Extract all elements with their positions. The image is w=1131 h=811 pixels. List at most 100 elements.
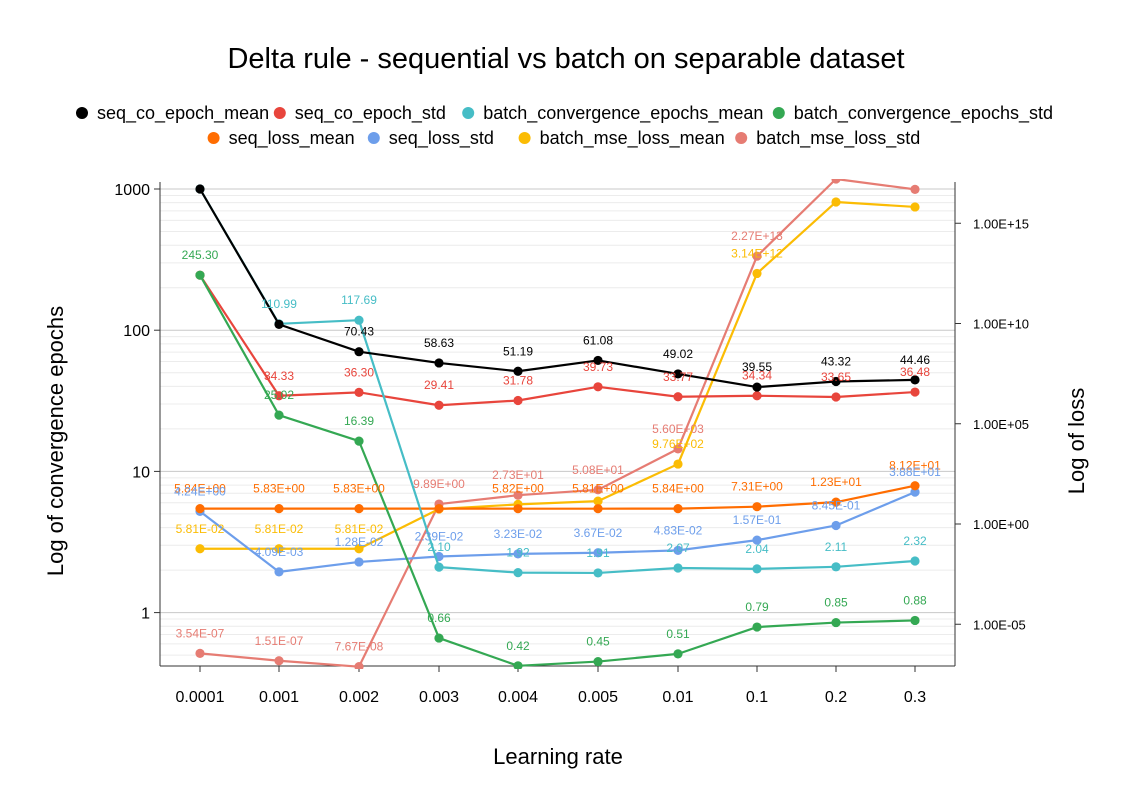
y2-axis-title: Log of loss (1064, 388, 1089, 494)
series-line (199, 484, 916, 510)
legend-item-seq_loss_mean: seq_loss_mean (207, 128, 355, 149)
data-label: 5.81E-02 (335, 522, 384, 536)
y2-tick-label: 1.00E+00 (973, 517, 1029, 532)
data-label: 2.27E+13 (731, 229, 783, 243)
legend-marker (367, 132, 380, 144)
data-label: 2.07 (666, 541, 690, 555)
data-label: 8.12E+01 (889, 459, 941, 473)
x-tick-label: 0.004 (498, 689, 538, 706)
data-label: 0.88 (903, 593, 927, 607)
data-label: 7.31E+00 (731, 480, 783, 494)
data-point (274, 319, 284, 329)
data-point (831, 376, 841, 387)
data-label: 5.84E+00 (652, 482, 704, 496)
series-seq_co_epoch_std (195, 270, 920, 410)
series-seq_loss_mean (195, 481, 920, 514)
data-label: 5.84E+00 (174, 482, 226, 496)
legend-label: batch_mse_loss_mean (540, 128, 725, 149)
data-point (513, 395, 523, 406)
x-tick-label: 0.001 (259, 689, 299, 706)
data-point (195, 270, 205, 280)
data-point (910, 481, 920, 491)
data-point (831, 392, 841, 402)
legend-label: seq_co_epoch_mean (97, 103, 269, 124)
data-label: 0.51 (666, 627, 690, 641)
data-point (752, 391, 762, 401)
x-tick-label: 0.002 (339, 689, 379, 706)
data-label: 5.82E+00 (492, 482, 544, 496)
data-point (195, 544, 205, 554)
legend-marker (518, 132, 531, 144)
data-label: 9.76E+02 (652, 437, 704, 451)
data-point (513, 567, 523, 578)
data-point (354, 315, 364, 325)
data-point (274, 504, 284, 514)
x-tick-label: 0.3 (904, 689, 926, 706)
data-label: 29.41 (424, 378, 454, 392)
data-point (593, 355, 603, 366)
data-point (274, 544, 284, 554)
data-label: 4.83E-02 (654, 523, 703, 537)
data-point (673, 369, 683, 379)
series-batch_mse_loss_mean (195, 197, 920, 554)
data-label: 110.99 (261, 297, 297, 311)
data-point (274, 656, 284, 666)
data-point (673, 649, 683, 659)
data-label: 4.09E-03 (255, 545, 304, 559)
data-label: 5.81E-02 (255, 522, 304, 536)
legend-label: seq_loss_mean (229, 128, 355, 149)
series-line (199, 188, 916, 575)
data-label: 34.34 (742, 369, 772, 383)
series-line (199, 491, 916, 573)
data-label: 0.85 (824, 596, 848, 610)
data-point (752, 535, 762, 545)
series-line (199, 274, 916, 407)
data-point (673, 545, 683, 555)
data-point (513, 661, 523, 669)
data-point (831, 197, 841, 207)
data-point (673, 504, 683, 514)
data-label: 1.57E-01 (733, 513, 782, 527)
data-label: 1.51E-07 (255, 634, 304, 648)
data-point (673, 444, 683, 454)
legend-item-seq_loss_std: seq_loss_std (367, 128, 494, 149)
legend-marker (207, 132, 220, 144)
y2-tick-label: 1.00E+05 (973, 417, 1029, 432)
data-point (434, 358, 444, 368)
legend-marker (273, 107, 286, 119)
data-point (354, 387, 364, 397)
legend-marker (462, 107, 475, 119)
data-label: 61.08 (583, 333, 613, 347)
legend-label: batch_convergence_epochs_std (794, 103, 1053, 124)
data-label: 5.60E+03 (652, 422, 704, 436)
data-point (752, 502, 762, 512)
data-label: 3.88E+01 (889, 465, 941, 479)
legend-marker (772, 107, 785, 119)
data-point (434, 633, 444, 643)
data-label: 3.23E-02 (494, 527, 543, 541)
data-label: 2.39E-02 (415, 530, 464, 544)
data-point (910, 184, 920, 194)
x-tick-label: 0.01 (662, 689, 693, 706)
x-tick-label: 0.005 (578, 689, 618, 706)
data-point (513, 549, 523, 559)
series-line (200, 200, 916, 550)
series-line (199, 179, 916, 668)
data-point (673, 459, 683, 469)
data-label: 8.45E-01 (812, 498, 861, 512)
data-point (354, 544, 364, 554)
series-line (199, 188, 916, 389)
legend-item-batch_mse_loss_mean: batch_mse_loss_mean (518, 128, 725, 149)
data-point (910, 375, 920, 385)
data-point (673, 392, 683, 402)
data-label: 1.91 (586, 546, 610, 560)
data-label: 58.63 (424, 336, 454, 350)
data-label: 117.69 (341, 293, 377, 307)
y2-tick-label: 1.00E+10 (973, 317, 1029, 332)
labels-batch_convergence_epochs_std: 245.30 25.02 16.39 0.66 0.42 0.45 0.51 0.79 0.85… (182, 248, 927, 653)
data-label: 2.73E+01 (492, 468, 544, 482)
x-axis-title: Learning rate (493, 744, 623, 769)
data-point (274, 410, 284, 420)
data-point (831, 179, 841, 184)
data-label: 43.32 (821, 354, 851, 368)
